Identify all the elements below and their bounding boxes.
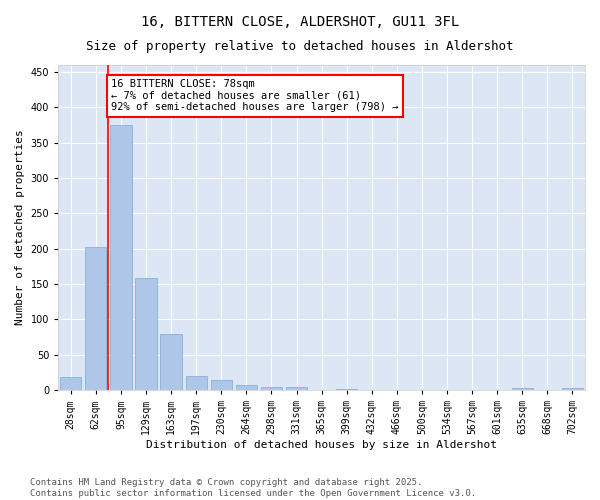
Bar: [60, 378, 82, 390]
X-axis label: Distribution of detached houses by size in Aldershot: Distribution of detached houses by size …: [146, 440, 497, 450]
Text: 16 BITTERN CLOSE: 78sqm
← 7% of detached houses are smaller (61)
92% of semi-det: 16 BITTERN CLOSE: 78sqm ← 7% of detached…: [111, 79, 398, 112]
Bar: [110, 125, 131, 390]
Text: Contains HM Land Registry data © Crown copyright and database right 2025.
Contai: Contains HM Land Registry data © Crown c…: [30, 478, 476, 498]
Bar: [236, 385, 257, 390]
Bar: [211, 380, 232, 390]
Bar: [160, 334, 182, 390]
Text: Size of property relative to detached houses in Aldershot: Size of property relative to detached ho…: [86, 40, 514, 53]
Text: 16, BITTERN CLOSE, ALDERSHOT, GU11 3FL: 16, BITTERN CLOSE, ALDERSHOT, GU11 3FL: [141, 15, 459, 29]
Bar: [562, 388, 583, 390]
Bar: [512, 388, 533, 390]
Bar: [136, 278, 157, 390]
Bar: [85, 248, 106, 390]
Bar: [336, 389, 358, 390]
Bar: [261, 388, 282, 390]
Y-axis label: Number of detached properties: Number of detached properties: [15, 130, 25, 326]
Bar: [286, 388, 307, 390]
Bar: [185, 376, 207, 390]
